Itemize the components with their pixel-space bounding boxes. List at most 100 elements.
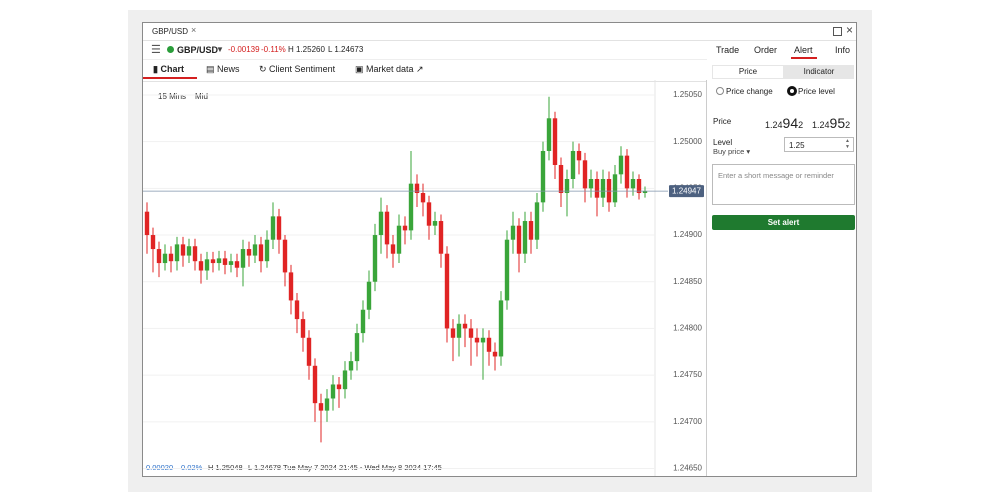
title-bar <box>143 23 856 41</box>
tab-label: Chart <box>160 64 184 74</box>
candle-body <box>630 179 636 189</box>
y-tick-label: 1.25050 <box>673 90 702 99</box>
candle-body <box>420 193 426 203</box>
price-part: 1.24 <box>812 120 830 130</box>
candle-body <box>558 164 564 194</box>
candle-body <box>492 351 498 357</box>
candle-body <box>216 258 222 264</box>
menu-icon[interactable]: ☰ <box>151 44 161 56</box>
candle-body <box>426 202 432 226</box>
footer-high: H 1.25048 <box>208 463 243 472</box>
active-underline <box>791 57 817 59</box>
change: -0.00139 <box>228 45 260 54</box>
candle-body <box>552 118 558 165</box>
candle-body <box>294 300 300 320</box>
candle-body <box>450 328 456 338</box>
candle-body <box>378 211 384 236</box>
candle-body <box>288 272 294 301</box>
close-button[interactable]: × <box>846 23 854 37</box>
sell-price[interactable]: 1.24942 <box>765 115 803 133</box>
candle-body <box>276 216 282 240</box>
candle-body <box>444 253 450 329</box>
message-input[interactable]: Enter a short message or reminder <box>712 164 855 205</box>
chart-tab[interactable]: ▮ Chart <box>153 64 184 74</box>
candle-body <box>480 337 486 343</box>
dropdown-caret[interactable]: ▼ <box>216 45 224 54</box>
price-part: 95 <box>829 115 846 131</box>
candle-body <box>540 150 546 203</box>
candle-body <box>240 249 246 268</box>
candle-body <box>198 261 204 271</box>
radio[interactable] <box>716 87 724 95</box>
candle-body <box>222 258 228 265</box>
candle-body <box>204 259 210 271</box>
y-tick-label: 1.24750 <box>673 370 702 379</box>
interval[interactable]: 15 Mins <box>158 92 186 101</box>
level-type[interactable]: Buy price ▾ <box>713 147 751 156</box>
footer-low: L 1.24678 <box>248 463 281 472</box>
chart-tab[interactable]: ▤ News <box>206 64 240 74</box>
y-tick-label: 1.24700 <box>673 417 702 426</box>
candle-body <box>336 384 342 390</box>
level-value: 1.25 <box>789 141 805 150</box>
candle-body <box>570 150 576 179</box>
set-alert-button[interactable]: Set alert <box>712 215 855 230</box>
candle-body <box>270 216 276 240</box>
maximize-button[interactable] <box>833 27 842 36</box>
price-part: 1.24 <box>765 120 783 130</box>
current-price-label: 1.24947 <box>672 186 701 195</box>
price-part: 94 <box>782 115 799 131</box>
candle-body <box>306 337 312 366</box>
candle-body <box>156 249 162 264</box>
chart-tab-bar <box>143 59 707 82</box>
candle-body <box>384 211 390 245</box>
radio-label[interactable]: Price change <box>726 87 773 96</box>
current-price-box <box>669 185 704 198</box>
candle-body <box>282 239 288 273</box>
candle-body <box>600 179 606 198</box>
candle-body <box>348 361 354 371</box>
candle-body <box>180 244 186 256</box>
candle-body <box>360 309 366 334</box>
candle-body <box>408 183 414 231</box>
candle-body <box>534 202 540 240</box>
candle-body <box>192 246 198 262</box>
tab-close[interactable]: × <box>191 25 197 35</box>
candle-body <box>234 261 240 268</box>
candle-body <box>522 221 528 254</box>
candle-body <box>366 281 372 310</box>
toggle-option[interactable]: Indicator <box>803 67 835 76</box>
candle-body <box>438 221 444 254</box>
tab-label: News <box>217 64 240 74</box>
candle-body <box>468 328 474 338</box>
instrument-name[interactable]: GBP/USD <box>177 45 219 55</box>
top-tab[interactable]: Trade <box>716 45 740 55</box>
candle-body <box>546 118 552 151</box>
footer-range: Tue May 7 2024 21:45 - Wed May 8 2024 17… <box>283 463 442 472</box>
buy-price[interactable]: 1.24952 <box>812 115 850 133</box>
placeholder: Enter a short message or reminder <box>718 171 834 180</box>
day-low: L 1.24673 <box>328 45 364 54</box>
top-tab[interactable]: Order <box>754 45 778 55</box>
candle-body <box>150 235 156 250</box>
candle-body <box>564 179 570 194</box>
candle-body <box>324 398 330 411</box>
chart-tab[interactable]: ↻ Client Sentiment <box>259 64 336 74</box>
window-tab[interactable]: GBP/USD <box>152 27 189 36</box>
tab-label: Client Sentiment <box>269 64 336 74</box>
top-tab[interactable]: Info <box>835 45 851 55</box>
top-tab[interactable]: Alert <box>794 45 813 55</box>
chart-tab[interactable]: ▣ Market data ↗ <box>355 64 424 74</box>
footer-change-pct: 0.02% <box>181 463 203 472</box>
candle-body <box>312 365 318 404</box>
candle-body <box>510 225 516 240</box>
price-mode[interactable]: Mid <box>195 92 208 101</box>
radio-selected[interactable] <box>787 86 797 96</box>
toggle-option[interactable]: Price <box>713 66 783 78</box>
y-tick-label: 1.24900 <box>673 230 702 239</box>
radio-label[interactable]: Price level <box>798 87 835 96</box>
candle-body <box>330 384 336 399</box>
candle-body <box>390 244 396 254</box>
level-input[interactable]: 1.25 ▲ ▼ <box>784 137 854 152</box>
price-chart[interactable]: 15 Mins Mid 0.00020 0.02% H 1.25048 L 1.… <box>143 80 707 476</box>
